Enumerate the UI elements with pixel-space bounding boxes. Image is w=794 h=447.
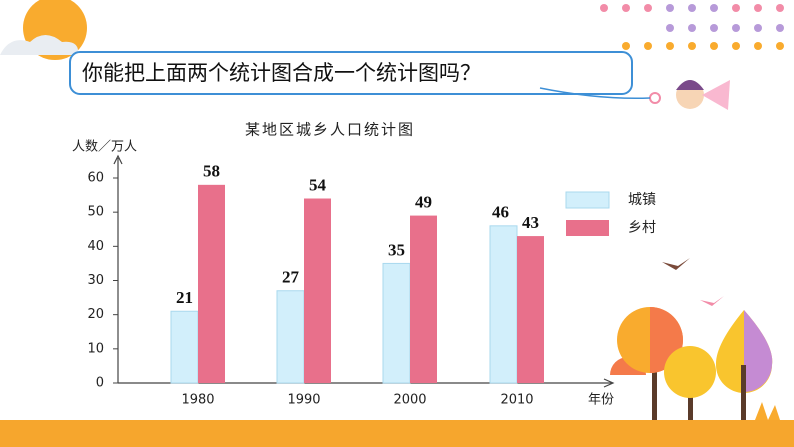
x-axis-label: 年份 <box>588 393 614 408</box>
value-label: 43 <box>522 213 539 232</box>
bar <box>276 290 305 384</box>
y-tick-label: 40 <box>87 239 104 254</box>
y-tick-label: 10 <box>87 341 104 356</box>
legend-swatch <box>566 220 609 236</box>
legend-label: 乡村 <box>628 220 656 236</box>
y-tick-label: 0 <box>96 376 104 391</box>
cloud <box>0 35 79 55</box>
y-axis-arrow <box>113 154 123 165</box>
y-axis-label: 人数／万人 <box>72 140 137 155</box>
bar <box>382 262 411 384</box>
bar <box>489 225 518 384</box>
y-tick-label: 20 <box>87 307 104 322</box>
legend-swatch <box>565 191 610 209</box>
x-tick-label: 1980 <box>181 393 214 408</box>
bar <box>198 184 225 383</box>
question-box <box>69 51 633 95</box>
value-label: 46 <box>492 203 509 222</box>
x-tick-label: 1990 <box>287 393 320 408</box>
legend-label: 城镇 <box>628 192 656 208</box>
y-tick-label: 60 <box>87 171 104 186</box>
bar <box>170 310 199 384</box>
value-label: 49 <box>415 192 432 211</box>
value-label: 58 <box>203 162 220 181</box>
value-label: 27 <box>282 268 300 287</box>
y-tick-label: 50 <box>87 205 104 220</box>
bar <box>304 198 331 383</box>
question: 你能把上面两个统计图合成一个统计图吗？ <box>82 61 481 85</box>
bar <box>517 236 544 383</box>
chart-title: 某地区城乡人口统计图 <box>245 121 415 139</box>
value-label: 35 <box>388 240 405 259</box>
bar <box>410 215 437 383</box>
dots <box>600 4 784 50</box>
x-axis-arrow <box>603 378 615 388</box>
decor-trees <box>0 80 794 447</box>
value-label: 21 <box>176 288 193 307</box>
value-label: 54 <box>309 175 327 194</box>
y-tick-label: 30 <box>87 273 104 288</box>
x-tick-label: 2010 <box>500 393 533 408</box>
x-tick-label: 2000 <box>393 393 426 408</box>
